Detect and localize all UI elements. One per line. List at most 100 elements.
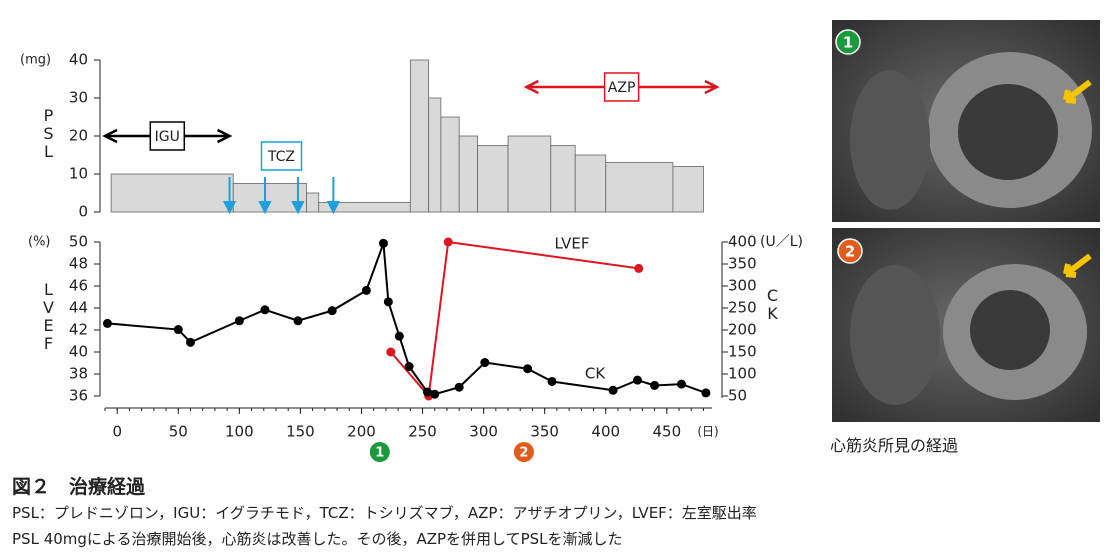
x-tick-label: 450 [652, 423, 681, 441]
series-label: CK [585, 365, 606, 383]
panel-number-badge [837, 238, 863, 264]
dose-arrow [222, 177, 237, 215]
y-tick-label: 46 [69, 277, 88, 295]
step-bar [477, 145, 509, 213]
data-point [361, 285, 371, 295]
y2-tick-label: 150 [728, 343, 757, 361]
y2-tick-label: 200 [728, 321, 757, 339]
data-point [327, 306, 337, 316]
mri-image [832, 20, 1100, 222]
y-tick-label: 48 [69, 255, 88, 273]
y-axis-label: PSL [39, 106, 58, 160]
y-tick-label: 10 [69, 165, 88, 183]
data-point [173, 325, 183, 335]
step-bar [605, 162, 674, 213]
step-bar [672, 165, 704, 213]
data-point [386, 347, 396, 357]
data-point [443, 237, 453, 247]
dose-arrow [326, 177, 341, 215]
x-tick-label: 400 [591, 423, 620, 441]
panel-number-badge [835, 29, 861, 55]
data-point [634, 263, 644, 273]
data-point [480, 358, 490, 368]
timepoint-marker [369, 442, 390, 462]
data-point [547, 376, 557, 386]
y2-tick-label: 50 [728, 387, 747, 405]
annotation-label: TCZ [267, 149, 295, 165]
x-tick-label: 250 [408, 423, 437, 441]
y-tick-label: 42 [69, 321, 88, 339]
series-label: LVEF [554, 235, 589, 253]
x-tick-label: 350 [530, 423, 559, 441]
step-bar [306, 192, 320, 213]
data-point [676, 379, 686, 389]
step-bar [232, 183, 307, 213]
y2-tick-label: 400 [728, 233, 757, 251]
annotation-box [260, 141, 303, 171]
y-tick-label: 0 [78, 203, 88, 221]
data-point [260, 305, 270, 315]
data-point [185, 337, 195, 347]
figure-title: 図２ 治療経過 [12, 476, 146, 498]
annotation-label: AZP [608, 80, 636, 96]
y2-unit: (U／L) [760, 234, 803, 250]
figure-note: PSL：プレドニゾロン，IGU：イグラチモド，TCZ：トシリズマブ，AZP：アザ… [12, 504, 757, 522]
step-bar [409, 59, 430, 213]
y-tick-label: 38 [69, 365, 88, 383]
x-tick-label: 50 [169, 423, 188, 441]
y-tick-label: 50 [69, 233, 88, 251]
y-tick-label: 40 [69, 51, 88, 69]
step-bar [110, 173, 234, 213]
data-point [523, 364, 533, 374]
timepoint-label: 2 [519, 446, 528, 461]
series-line [390, 240, 639, 399]
data-point [454, 382, 464, 392]
data-point [701, 388, 711, 398]
panel-number: 2 [845, 243, 855, 261]
y-tick-label: 36 [69, 387, 88, 405]
step-bar [574, 154, 607, 213]
data-point [404, 362, 414, 372]
y-axis-label: LVEF [39, 280, 58, 352]
data-point [632, 375, 642, 385]
step-bar [550, 145, 576, 213]
step-bar [458, 135, 478, 213]
annotation-label: IGU [155, 129, 180, 145]
dose-arrow [258, 177, 272, 215]
mri-image [832, 228, 1100, 422]
y-tick-label: 40 [69, 343, 88, 361]
y-tick-label: 20 [69, 127, 88, 145]
dose-arrow [291, 177, 305, 215]
data-point [430, 389, 440, 399]
y2-tick-label: 100 [728, 365, 757, 383]
y2-axis-label: CK [763, 286, 782, 322]
y2-tick-label: 250 [728, 299, 757, 317]
x-tick-label: 300 [469, 423, 498, 441]
y-tick-label: 30 [69, 89, 88, 107]
y-unit: (mg) [20, 53, 51, 68]
x-tick-label: 100 [225, 423, 254, 441]
timepoint-marker [513, 442, 534, 462]
data-point [422, 387, 432, 397]
data-point [394, 331, 404, 341]
annotation-box [149, 121, 186, 151]
step-bar [507, 135, 552, 213]
panel-number: 1 [843, 34, 853, 52]
data-point [383, 297, 393, 307]
y-tick-label: 44 [69, 299, 88, 317]
x-tick-label: 150 [286, 423, 315, 441]
step-bar [440, 116, 460, 213]
data-point [234, 316, 244, 326]
x-tick-label: 0 [112, 423, 122, 441]
data-point [608, 385, 618, 395]
image-caption: 心筋炎所見の経過 [830, 436, 959, 455]
timepoint-label: 1 [375, 446, 384, 461]
data-point [650, 380, 660, 390]
y2-tick-label: 300 [728, 277, 757, 295]
step-bar [428, 97, 442, 213]
annotation-box [603, 72, 640, 102]
x-tick-label: 200 [347, 423, 376, 441]
data-point [102, 318, 112, 328]
